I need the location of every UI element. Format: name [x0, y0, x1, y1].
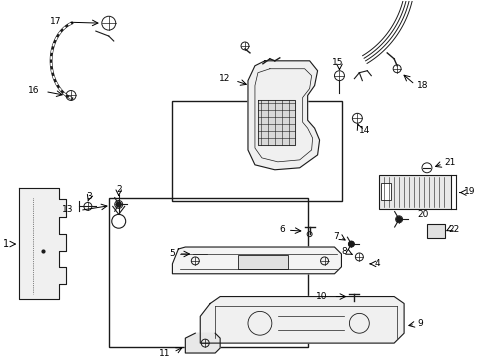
Text: 1: 1: [3, 239, 9, 249]
Text: 12: 12: [219, 74, 230, 83]
Circle shape: [396, 217, 402, 222]
Text: 4: 4: [374, 259, 380, 268]
Text: 18: 18: [417, 81, 429, 90]
Text: 7: 7: [334, 231, 340, 240]
Bar: [379, 175, 451, 210]
Polygon shape: [248, 61, 319, 170]
Polygon shape: [200, 297, 404, 343]
Text: 8: 8: [342, 247, 347, 256]
Text: 17: 17: [49, 17, 61, 26]
Text: 10: 10: [316, 292, 327, 301]
Text: 19: 19: [464, 187, 475, 196]
Text: 16: 16: [27, 86, 39, 95]
Polygon shape: [172, 247, 342, 274]
Bar: [109, 198, 308, 347]
Polygon shape: [258, 100, 294, 145]
Bar: [238, 255, 288, 269]
Bar: [381, 183, 391, 201]
Circle shape: [349, 242, 354, 247]
Text: 6: 6: [279, 225, 285, 234]
Circle shape: [116, 202, 121, 207]
Text: 9: 9: [417, 319, 423, 328]
Text: 2: 2: [116, 185, 122, 194]
Bar: [172, 101, 343, 201]
Polygon shape: [185, 333, 220, 353]
Text: 3: 3: [86, 192, 92, 201]
Text: 5: 5: [170, 249, 175, 258]
Text: 14: 14: [359, 126, 371, 135]
Bar: [427, 224, 445, 238]
Polygon shape: [19, 188, 66, 298]
Text: 11: 11: [159, 348, 171, 357]
Text: 20: 20: [417, 210, 428, 219]
Text: 21: 21: [444, 158, 455, 167]
Text: 22: 22: [449, 225, 460, 234]
Text: 15: 15: [332, 58, 343, 67]
Text: 13: 13: [61, 205, 73, 214]
